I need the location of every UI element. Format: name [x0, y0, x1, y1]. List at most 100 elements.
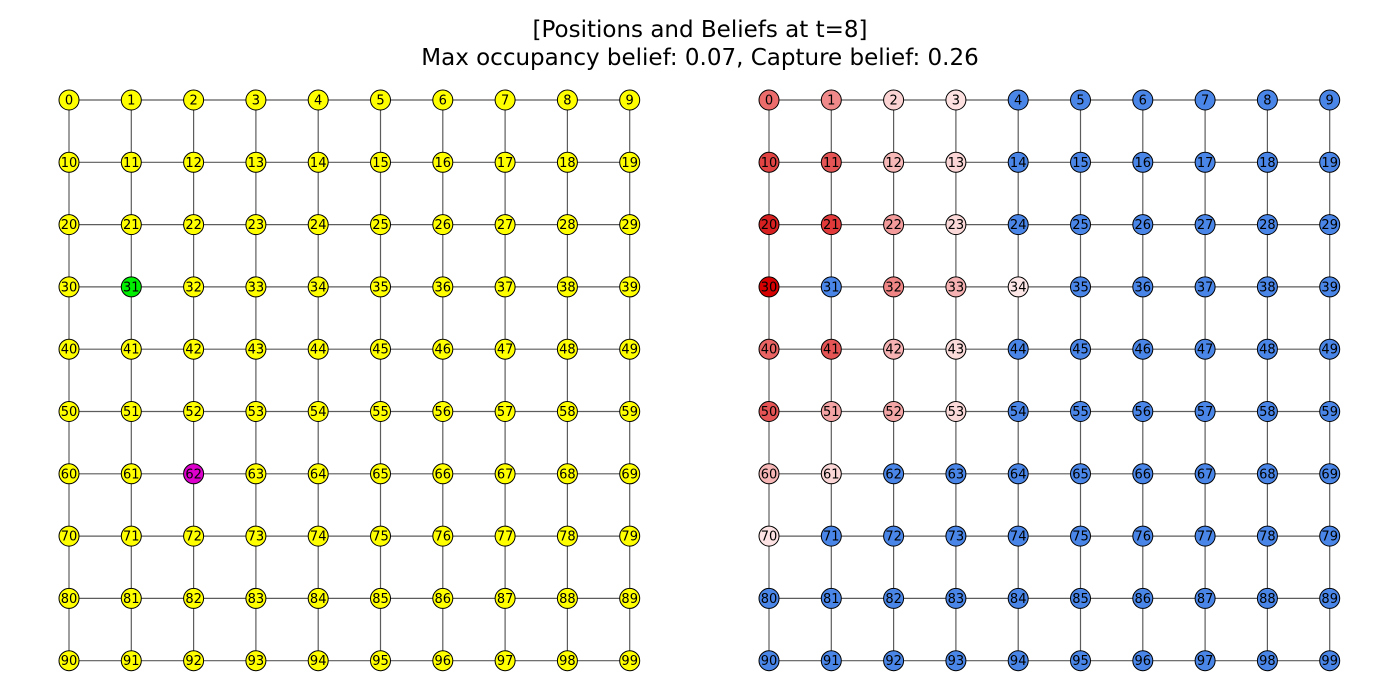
node-label: 27 — [1197, 218, 1214, 233]
beliefs-node: 74 — [1007, 525, 1029, 547]
node-label: 68 — [1259, 467, 1276, 482]
title-line-2: Max occupancy belief: 0.07, Capture beli… — [421, 45, 979, 71]
beliefs-node: 71 — [820, 525, 842, 547]
positions-node: 88 — [556, 587, 578, 609]
node-label: 5 — [1076, 94, 1084, 109]
positions-node: 73 — [245, 525, 267, 547]
beliefs-node: 89 — [1319, 587, 1341, 609]
node-circle — [945, 214, 967, 236]
node-label: 1 — [127, 94, 135, 109]
node-circle — [1256, 89, 1278, 111]
node-label: 86 — [1135, 592, 1152, 607]
node-label: 55 — [1072, 405, 1089, 420]
node-circle — [820, 525, 842, 547]
node-circle — [619, 463, 641, 485]
positions-node: 39 — [619, 276, 641, 298]
node-label: 32 — [885, 280, 902, 295]
node-label: 96 — [435, 654, 452, 669]
node-circle — [58, 276, 80, 298]
node-circle — [945, 276, 967, 298]
beliefs-node: 43 — [945, 338, 967, 360]
positions-node: 85 — [370, 587, 391, 609]
node-circle — [1194, 650, 1216, 672]
beliefs-node: 59 — [1319, 401, 1341, 422]
node-label: 61 — [123, 467, 140, 482]
positions-node: 37 — [494, 276, 516, 298]
positions-node: 15 — [370, 151, 391, 173]
positions-node: 63 — [245, 463, 267, 485]
positions-node: 62 — [183, 463, 205, 485]
beliefs-node: 34 — [1007, 276, 1029, 298]
positions-node: 22 — [183, 214, 205, 236]
node-circle — [120, 650, 142, 672]
positions-node: 49 — [619, 338, 641, 360]
node-circle — [1132, 214, 1154, 236]
node-label: 45 — [372, 343, 389, 358]
node-label: 49 — [621, 343, 638, 358]
node-label: 65 — [1072, 467, 1089, 482]
node-circle — [494, 463, 516, 485]
node-circle — [183, 401, 205, 422]
node-circle — [556, 401, 578, 422]
positions-node: 84 — [307, 587, 329, 609]
node-circle — [183, 587, 205, 609]
positions-node: 13 — [245, 151, 267, 173]
node-circle — [556, 463, 578, 485]
node-circle — [370, 650, 391, 672]
node-circle — [120, 463, 142, 485]
node-circle — [1256, 151, 1278, 173]
positions-node: 26 — [432, 214, 454, 236]
node-label: 63 — [948, 467, 965, 482]
node-circle — [1319, 463, 1341, 485]
beliefs-node: 95 — [1070, 650, 1091, 672]
node-label: 2 — [889, 94, 897, 109]
node-circle — [883, 151, 905, 173]
node-circle — [619, 276, 641, 298]
node-circle — [370, 463, 391, 485]
positions-node: 61 — [120, 463, 142, 485]
positions-node: 3 — [245, 89, 267, 111]
node-label: 88 — [559, 592, 576, 607]
node-label: 50 — [61, 405, 78, 420]
node-label: 53 — [248, 405, 265, 420]
node-circle — [619, 587, 641, 609]
beliefs-node: 85 — [1070, 587, 1091, 609]
positions-node: 7 — [494, 89, 516, 111]
node-circle — [556, 276, 578, 298]
beliefs-node: 13 — [945, 151, 967, 173]
beliefs-node: 87 — [1194, 587, 1216, 609]
node-label: 48 — [559, 343, 576, 358]
positions-node: 44 — [307, 338, 329, 360]
node-circle — [1070, 463, 1091, 485]
beliefs-node: 52 — [883, 401, 905, 422]
positions-node: 75 — [370, 525, 391, 547]
node-circle — [820, 587, 842, 609]
beliefs-node: 49 — [1319, 338, 1341, 360]
node-label: 46 — [1135, 343, 1152, 358]
node-circle — [58, 89, 80, 111]
node-circle — [245, 276, 267, 298]
node-label: 57 — [1197, 405, 1214, 420]
node-label: 93 — [948, 654, 965, 669]
node-label: 43 — [948, 343, 965, 358]
node-label: 34 — [310, 280, 327, 295]
node-circle — [1007, 338, 1029, 360]
beliefs-node: 50 — [758, 401, 780, 422]
beliefs-node: 15 — [1070, 151, 1091, 173]
node-label: 64 — [310, 467, 327, 482]
node-label: 83 — [248, 592, 265, 607]
node-label: 47 — [1197, 343, 1214, 358]
beliefs-node: 26 — [1132, 214, 1154, 236]
node-circle — [494, 401, 516, 422]
node-circle — [820, 463, 842, 485]
beliefs-node: 58 — [1256, 401, 1278, 422]
node-circle — [1319, 89, 1341, 111]
beliefs-node: 54 — [1007, 401, 1029, 422]
node-label: 9 — [1326, 94, 1334, 109]
beliefs-node: 38 — [1256, 276, 1278, 298]
positions-node: 40 — [58, 338, 80, 360]
node-label: 4 — [314, 94, 322, 109]
node-circle — [120, 587, 142, 609]
node-label: 13 — [948, 156, 965, 171]
